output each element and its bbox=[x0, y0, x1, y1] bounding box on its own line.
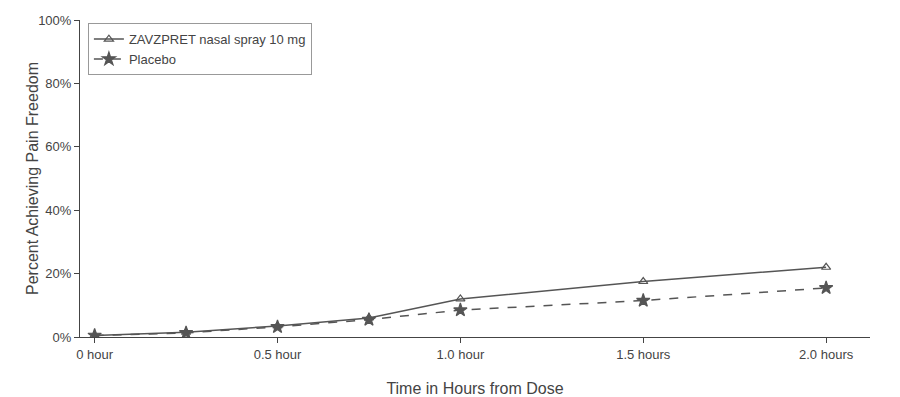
svg-text:Time in Hours from Dose: Time in Hours from Dose bbox=[386, 380, 563, 397]
svg-text:1.5 hours: 1.5 hours bbox=[616, 347, 671, 362]
svg-text:0.5 hour: 0.5 hour bbox=[254, 347, 302, 362]
svg-text:80%: 80% bbox=[45, 76, 71, 91]
svg-text:20%: 20% bbox=[45, 266, 71, 281]
svg-text:Percent Achieving Pain Freedom: Percent Achieving Pain Freedom bbox=[24, 62, 41, 295]
svg-text:Placebo: Placebo bbox=[129, 52, 176, 67]
svg-text:0 hour: 0 hour bbox=[76, 347, 114, 362]
svg-text:100%: 100% bbox=[38, 13, 72, 28]
svg-text:0%: 0% bbox=[53, 330, 72, 345]
svg-text:60%: 60% bbox=[45, 139, 71, 154]
svg-text:1.0 hour: 1.0 hour bbox=[437, 347, 485, 362]
svg-text:2.0 hours: 2.0 hours bbox=[799, 347, 854, 362]
svg-text:ZAVZPRET nasal spray 10 mg: ZAVZPRET nasal spray 10 mg bbox=[129, 32, 306, 47]
svg-text:40%: 40% bbox=[45, 203, 71, 218]
